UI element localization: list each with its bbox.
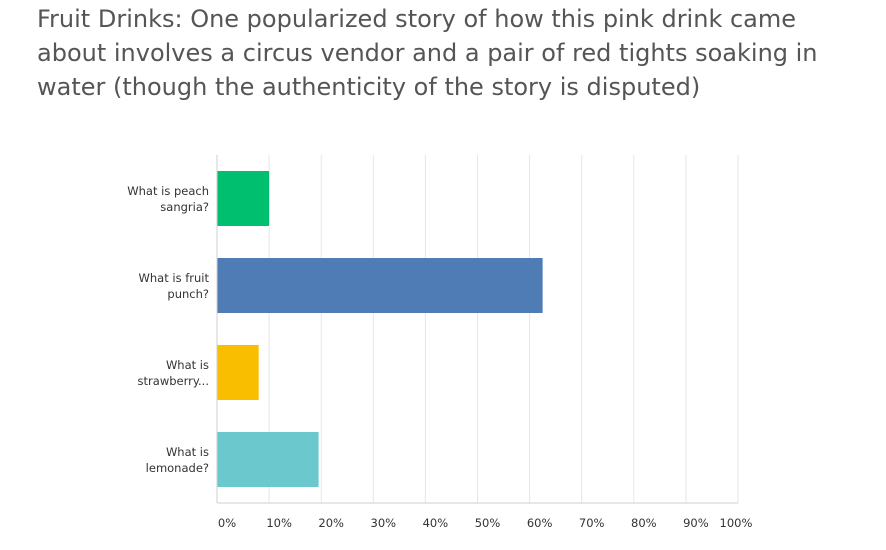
x-tick-label: 0%	[218, 516, 236, 530]
bar	[217, 432, 319, 487]
x-tick-label: 80%	[631, 516, 657, 530]
x-tick-label: 30%	[371, 516, 397, 530]
category-label-line: What is fruit	[138, 270, 209, 285]
category-label-line: What is	[165, 444, 209, 459]
x-tick-label: 70%	[579, 516, 605, 530]
category-label-line: What is	[165, 357, 209, 372]
category-label-line: sangria?	[160, 199, 209, 214]
bars	[217, 171, 543, 487]
x-tick-label: 90%	[683, 516, 709, 530]
x-tick-labels: 0% 10% 20% 30% 40% 50% 60% 70% 80% 90% 100%	[218, 516, 753, 530]
chart-title: Fruit Drinks: One popularized story of h…	[37, 5, 818, 101]
category-label-line: punch?	[167, 286, 209, 301]
x-tick-label: 60%	[527, 516, 553, 530]
category-label-line: lemonade?	[145, 460, 209, 475]
x-tick-label: 20%	[318, 516, 344, 530]
bar	[217, 258, 543, 313]
x-tick-label: 10%	[266, 516, 292, 530]
x-tick-label: 40%	[423, 516, 449, 530]
category-label: What is strawberry...	[97, 357, 209, 389]
bar	[217, 171, 270, 226]
grid-lines	[268, 155, 739, 503]
category-label: What is peach sangria?	[97, 183, 209, 215]
bar	[217, 345, 259, 400]
x-tick-label: 100%	[720, 516, 753, 530]
category-label-line: strawberry...	[137, 373, 209, 388]
category-label-line: What is peach	[127, 183, 209, 198]
x-tick-label: 50%	[475, 516, 501, 530]
category-label: What is lemonade?	[97, 444, 209, 476]
category-label: What is fruit punch?	[97, 270, 209, 302]
axis	[216, 155, 738, 504]
